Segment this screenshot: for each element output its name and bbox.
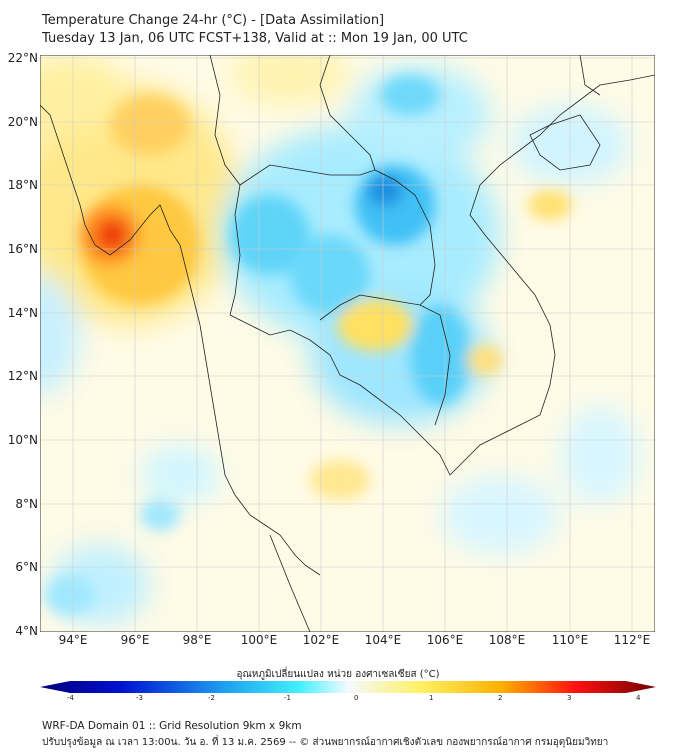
colorbar-tick: 3 [567, 694, 572, 702]
lat-label: 6°N [15, 560, 38, 574]
lon-label: 98°E [182, 633, 212, 647]
colorbar-tick: -1 [284, 694, 291, 702]
colorbar-ticks: -4 -3 -2 -1 0 1 2 3 4 [0, 694, 676, 706]
colorbar-tick: 2 [498, 694, 503, 702]
lat-label: 16°N [7, 242, 38, 256]
footer-credit: ปรับปรุงข้อมูล ณ เวลา 13:00น. วัน อ. ที่… [42, 737, 609, 748]
map-subtitle: Tuesday 13 Jan, 06 UTC FCST+138, Valid a… [42, 31, 468, 46]
coastlines-and-borders [40, 55, 655, 632]
colorbar-tick: -4 [67, 694, 74, 702]
lon-label: 112°E [613, 633, 651, 647]
lon-label: 102°E [302, 633, 340, 647]
lat-label: 20°N [7, 115, 38, 129]
temperature-change-map [40, 55, 655, 632]
lon-label: 100°E [240, 633, 278, 647]
lon-label: 108°E [488, 633, 526, 647]
colorbar [40, 681, 656, 693]
lat-label: 4°N [15, 624, 38, 638]
lat-label: 18°N [7, 178, 38, 192]
lon-label: 94°E [58, 633, 88, 647]
lat-label: 12°N [7, 369, 38, 383]
colorbar-tick: -3 [136, 694, 143, 702]
lat-label: 14°N [7, 306, 38, 320]
colorbar-tick: 4 [636, 694, 641, 702]
map-title: Temperature Change 24-hr (°C) - [Data As… [42, 13, 385, 28]
colorbar-label: อุณหภูมิเปลี่ยนแปลง หน่วย องศาเซลเซียส (… [236, 669, 440, 680]
lon-label: 104°E [364, 633, 402, 647]
lon-label: 96°E [120, 633, 150, 647]
lat-label: 22°N [7, 51, 38, 65]
lat-label: 8°N [15, 497, 38, 511]
colorbar-tick: -2 [208, 694, 215, 702]
lon-label: 110°E [551, 633, 589, 647]
colorbar-tick: 1 [429, 694, 434, 702]
footer-model-info: WRF-DA Domain 01 :: Grid Resolution 9km … [42, 720, 302, 732]
lon-label: 106°E [426, 633, 464, 647]
lat-label: 10°N [7, 433, 38, 447]
colorbar-tick: 0 [354, 694, 359, 702]
